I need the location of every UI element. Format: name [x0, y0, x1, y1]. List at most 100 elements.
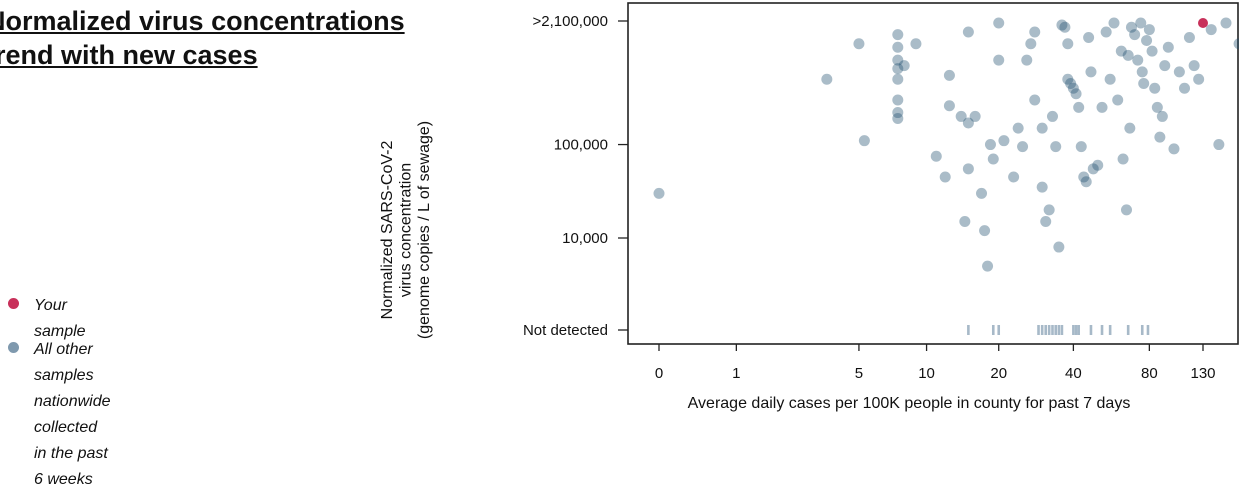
legend-marker-other-samples	[8, 342, 19, 353]
data-point	[982, 260, 994, 272]
data-point	[1075, 141, 1087, 153]
data-point	[1021, 54, 1033, 66]
data-point	[1100, 26, 1112, 38]
data-point	[962, 117, 974, 129]
legend-label-other-samples-line-1: All other samples nationwide	[34, 341, 111, 410]
data-point	[892, 63, 904, 75]
x-tick-label: 0	[655, 365, 663, 382]
data-point	[821, 73, 833, 85]
data-point	[1065, 78, 1077, 90]
not-detected-mark	[1054, 325, 1058, 335]
y-axis-label-line: (genome copies / L of sewage)	[416, 121, 433, 339]
not-detected-mark	[1089, 325, 1093, 335]
not-detected-mark	[1037, 325, 1040, 335]
data-point	[1070, 88, 1082, 100]
not-detected-mark	[997, 325, 1001, 335]
data-point	[1112, 94, 1124, 106]
data-point	[1036, 181, 1048, 193]
y-axis-label: Normalized SARS-CoV-2virus concentration…	[379, 121, 433, 339]
y-tick-label: >2,100,000	[533, 13, 609, 30]
data-point	[1078, 171, 1090, 183]
data-point	[1067, 82, 1079, 94]
data-point	[1036, 122, 1048, 134]
your-sample-point	[1198, 17, 1208, 28]
data-point	[979, 225, 991, 237]
data-point	[1073, 101, 1085, 113]
data-point	[653, 187, 665, 199]
data-point	[943, 69, 955, 81]
chart-title-line-2: trend with new cases	[0, 40, 258, 70]
data-point	[1135, 17, 1147, 29]
data-point	[1029, 26, 1041, 38]
data-point	[955, 110, 967, 122]
legend-label-other-samples-line-2: collected in the past 6 weeks	[34, 419, 108, 488]
data-point	[1029, 94, 1041, 106]
data-point	[892, 41, 904, 53]
x-tick-label: 1	[732, 365, 740, 382]
not-detected-mark	[1057, 325, 1061, 335]
chart-title: Normalized virus concentrations trend wi…	[0, 4, 506, 72]
legend-label-your-sample: Your sample	[34, 297, 86, 340]
data-point	[1121, 204, 1133, 216]
data-point	[1050, 141, 1062, 153]
y-axis-label-line: virus concentration	[397, 163, 414, 297]
data-point	[1025, 38, 1037, 50]
data-point	[898, 60, 910, 72]
data-point	[1129, 29, 1141, 41]
data-point	[930, 150, 942, 162]
not-detected-mark	[1074, 325, 1078, 335]
x-tick-label: 5	[855, 365, 863, 382]
not-detected-mark	[1044, 325, 1048, 335]
data-point	[1162, 41, 1174, 53]
data-point	[1046, 110, 1058, 122]
data-point	[1205, 24, 1217, 36]
data-point	[1104, 73, 1116, 85]
not-detected-mark	[1146, 325, 1150, 335]
data-point	[1146, 45, 1158, 57]
data-point	[969, 110, 981, 122]
data-point	[943, 100, 955, 112]
data-point	[962, 26, 974, 38]
data-point	[1059, 21, 1071, 33]
data-point	[1043, 204, 1055, 216]
data-point	[1062, 73, 1074, 85]
y-tick-label: 10,000	[562, 230, 608, 247]
data-point	[1122, 49, 1134, 61]
data-point	[976, 187, 988, 199]
x-tick-label: 40	[1065, 365, 1082, 382]
data-point	[910, 38, 922, 50]
data-point	[892, 94, 904, 106]
not-detected-mark	[967, 325, 970, 335]
data-point	[1108, 17, 1120, 29]
data-point	[892, 54, 904, 66]
data-point	[892, 107, 904, 119]
data-point	[1173, 66, 1185, 78]
x-tick-label: 80	[1141, 365, 1158, 382]
data-point	[1085, 66, 1097, 78]
y-tick-label: Not detected	[523, 322, 608, 339]
not-detected-mark	[1140, 325, 1144, 335]
data-point	[1220, 17, 1232, 29]
data-point	[1188, 60, 1200, 72]
data-point	[1080, 176, 1092, 188]
not-detected-mark	[1072, 325, 1075, 335]
not-detected-mark	[1108, 325, 1112, 335]
data-point	[1053, 241, 1065, 253]
data-point	[962, 163, 974, 175]
data-point	[1168, 143, 1180, 155]
data-point	[1213, 139, 1225, 151]
data-point	[1141, 34, 1153, 46]
data-point	[1132, 54, 1144, 66]
x-tick-label: 130	[1190, 365, 1215, 382]
chart-title-line-1: Normalized virus concentrations	[0, 6, 405, 36]
data-point	[1156, 110, 1168, 122]
data-point	[1092, 159, 1104, 171]
y-axis-label-line: Normalized SARS-CoV-2	[379, 141, 396, 320]
data-point	[987, 153, 999, 165]
x-axis-label: Average daily cases per 100K people in c…	[688, 395, 1131, 412]
data-point	[892, 113, 904, 125]
data-point	[1193, 73, 1205, 85]
data-point	[1149, 82, 1161, 94]
data-point	[998, 135, 1010, 147]
not-detected-mark	[1060, 325, 1064, 335]
